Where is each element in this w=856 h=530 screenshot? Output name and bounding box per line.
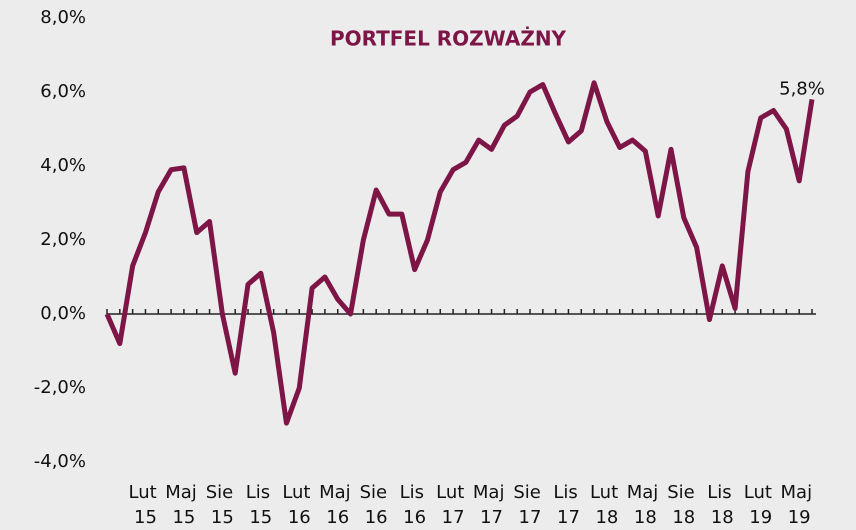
- y-tick-label: 6,0%: [40, 81, 86, 102]
- x-tick-label: Sie 18: [667, 482, 700, 528]
- y-tick-label: -2,0%: [34, 377, 86, 398]
- y-tick-label: 8,0%: [40, 7, 86, 28]
- chart-title: PORTFEL ROZWAŻNY: [330, 27, 567, 51]
- x-tick-label: Lis 17: [553, 482, 583, 528]
- x-tick-label: Lut 15: [129, 482, 163, 528]
- x-tick-label: Sie 17: [513, 482, 546, 528]
- x-tick-label: Sie 15: [206, 482, 239, 528]
- y-tick-label: -4,0%: [34, 451, 86, 472]
- x-tick-label: Maj 18: [627, 482, 664, 528]
- x-tick-label: Maj 19: [781, 482, 818, 528]
- x-tick-label: Lis 16: [400, 482, 430, 528]
- x-tick-label: Maj 16: [319, 482, 356, 528]
- x-tick-label: Lut 17: [436, 482, 470, 528]
- x-tick-label: Lut 16: [282, 482, 316, 528]
- x-tick-label: Maj 15: [165, 482, 202, 528]
- x-tick-label: Lis 15: [246, 482, 276, 528]
- data-label: 5,8%: [779, 78, 825, 99]
- x-tick-label: Maj 17: [473, 482, 510, 528]
- x-tick-label: Lis 18: [707, 482, 737, 528]
- x-tick-label: Lut 19: [744, 482, 778, 528]
- x-tick-label: Sie 16: [360, 482, 393, 528]
- line: [104, 80, 815, 426]
- y-tick-label: 4,0%: [40, 155, 86, 176]
- y-tick-label: 2,0%: [40, 229, 86, 250]
- x-tick-label: Lut 18: [590, 482, 624, 528]
- y-tick-label: 0,0%: [40, 303, 86, 324]
